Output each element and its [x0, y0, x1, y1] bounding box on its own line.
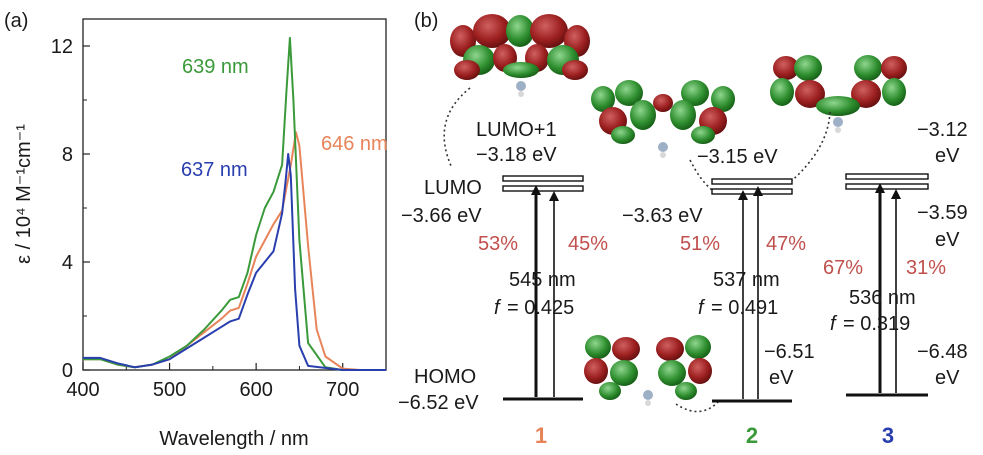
annotation-646nm: 646 nm	[321, 133, 388, 155]
orbital-image-lumo1-compound2	[591, 80, 735, 158]
annotation-639nm: 639 nm	[182, 56, 249, 78]
axis-tick-labels: 400 500 600 700 0 4 8 12	[51, 36, 360, 401]
plot-frame	[82, 18, 387, 371]
f-label-3: f	[830, 313, 838, 335]
compound-id-1: 1	[535, 423, 547, 448]
wavelength-2: 537 nm	[713, 269, 780, 291]
x-tick-label: 700	[326, 379, 359, 401]
f-value-2: = 0.491	[711, 297, 778, 319]
energy-diagram-panel: (b)	[398, 10, 968, 448]
level-lumo-2	[711, 188, 793, 195]
compound-id-2: 2	[746, 423, 758, 448]
x-tick-label: 400	[66, 379, 99, 401]
c2-upper-energy: −3.15 eV	[697, 146, 778, 168]
level-lumo1-1	[502, 175, 584, 182]
c2-homo-energy: −6.51	[764, 341, 815, 363]
panel-b-label: (b)	[414, 10, 438, 32]
lumo1-label: LUMO+1	[476, 119, 557, 141]
x-tick-label: 600	[239, 379, 272, 401]
annotation-637nm: 637 nm	[181, 159, 248, 181]
leader-line-lumo1-3	[787, 111, 831, 185]
level-lumo1-2	[711, 178, 793, 185]
leader-line-homo-2	[675, 401, 719, 413]
c3-upper-unit: eV	[935, 145, 960, 167]
wavelength-3: 536 nm	[849, 287, 916, 309]
x-axis-label: Wavelength / nm	[159, 428, 308, 450]
pct-homo-lumo1-3: 31%	[906, 257, 946, 279]
wavelength-1: 545 nm	[509, 269, 576, 291]
pct-homo-lumo1-1: 45%	[568, 233, 608, 255]
lumo-energy: −3.66 eV	[401, 205, 482, 227]
compound-1-levels: LUMO+1 −3.18 eV LUMO −3.66 eV HOMO −6.52…	[398, 119, 608, 448]
compound-id-3: 3	[882, 423, 894, 448]
y-tick-label: 12	[51, 36, 73, 58]
orbital-image-lumo1-compound1	[450, 14, 590, 97]
c3-lower-energy: −3.59	[917, 202, 968, 224]
homo-label: HOMO	[414, 366, 476, 388]
c3-homo-unit: eV	[935, 367, 960, 389]
f-label-1: f	[494, 297, 502, 319]
c3-homo-energy: −6.48	[917, 341, 968, 363]
f-value-1: = 0.425	[507, 297, 574, 319]
orbital-image-homo	[584, 335, 712, 406]
f-label-2: f	[698, 297, 706, 319]
homo-energy: −6.52 eV	[398, 392, 479, 414]
panel-a-label: (a)	[4, 10, 28, 32]
c3-upper-energy: −3.12	[917, 119, 968, 141]
level-lumo-1	[502, 185, 584, 192]
y-tick-label: 4	[62, 252, 73, 274]
leader-line-lumo1-2	[689, 159, 713, 191]
spectrum-line-series-3	[83, 153, 386, 371]
pct-homo-lumo-1: 53%	[478, 233, 518, 255]
x-tick-label: 500	[153, 379, 186, 401]
c3-lower-unit: eV	[935, 229, 960, 251]
y-tick-label: 8	[62, 144, 73, 166]
spectrum-series	[83, 36, 386, 371]
pct-homo-lumo-3: 67%	[823, 257, 863, 279]
orbital-image-lumo1-compound3	[770, 55, 907, 133]
y-tick-label: 0	[62, 360, 73, 382]
lumo-label: LUMO	[424, 177, 482, 199]
leader-line-lumo1-1	[443, 87, 471, 169]
compound-2-levels: −3.15 eV −3.63 eV −6.51 eV 51% 47% 537 n…	[622, 146, 815, 448]
pct-homo-lumo1-2: 47%	[766, 233, 806, 255]
y-axis-label: ε / 10⁴ M⁻¹cm⁻¹	[13, 124, 35, 264]
pct-homo-lumo-2: 51%	[680, 233, 720, 255]
lumo1-energy: −3.18 eV	[476, 144, 557, 166]
c2-lower-energy: −3.63 eV	[622, 205, 703, 227]
spectrum-panel: (a) 400 500 600 700 0 4 8 12 ε / 10⁴ M⁻¹cm⁻¹ Wa…	[4, 10, 388, 450]
level-lumo-3	[845, 183, 929, 190]
c2-homo-unit: eV	[769, 367, 794, 389]
level-lumo1-3	[845, 173, 929, 180]
axis-ticks	[82, 45, 387, 371]
f-value-3: = 0.319	[843, 313, 910, 335]
compound-3-levels: −3.12 eV −3.59 eV −6.48 eV 67% 31% 536 n…	[823, 119, 968, 448]
